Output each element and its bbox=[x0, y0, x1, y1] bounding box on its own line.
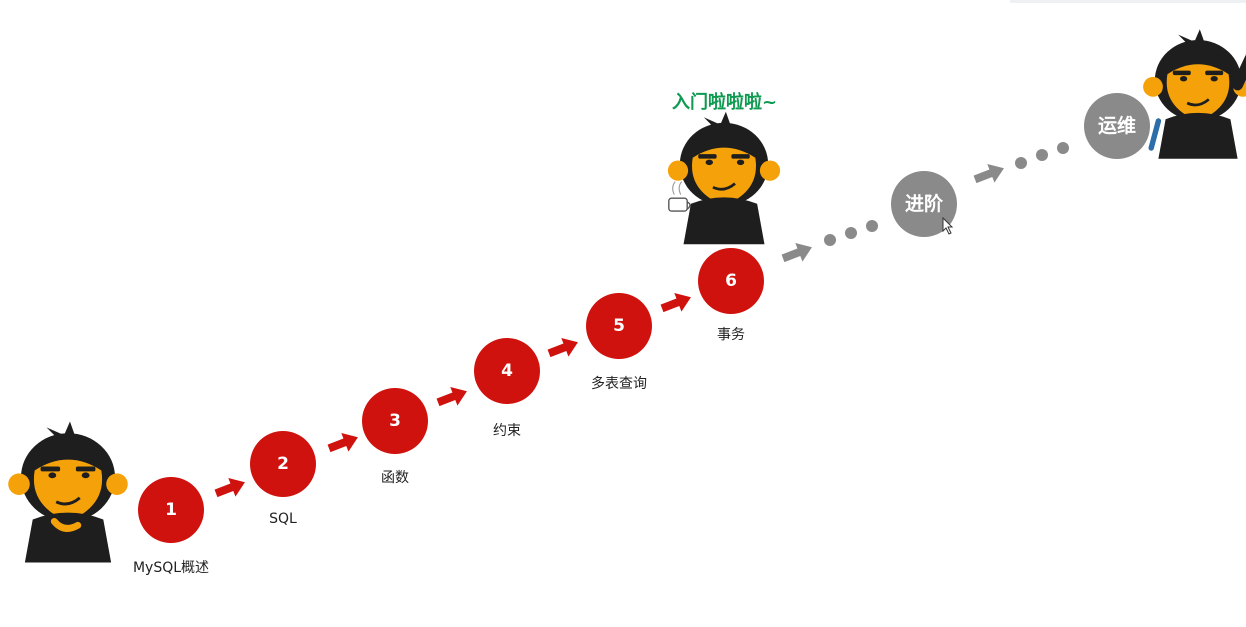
step-arrow bbox=[436, 386, 467, 407]
step-number: 3 bbox=[389, 411, 401, 431]
path-dot bbox=[1036, 149, 1048, 161]
step-label-4: 约束 bbox=[493, 423, 521, 439]
dots-to-ops bbox=[1015, 142, 1069, 169]
arrow-to-advanced bbox=[781, 242, 812, 263]
step-number: 2 bbox=[277, 454, 289, 474]
step-circle bbox=[138, 477, 204, 543]
step-node-3: 3 bbox=[362, 388, 428, 454]
advanced-node: 进阶 bbox=[891, 171, 957, 237]
step-circle bbox=[250, 431, 316, 497]
monkey-mascot-coffee-icon bbox=[666, 110, 782, 246]
monkey-mascot-thinking-icon bbox=[6, 419, 130, 565]
path-dot bbox=[845, 227, 857, 239]
path-dot bbox=[824, 234, 836, 246]
step-node-6: 6 bbox=[698, 248, 764, 314]
step-label-3: 函数 bbox=[381, 470, 409, 486]
ops-node: 运维 bbox=[1084, 93, 1150, 159]
step-label-1: MySQL概述 bbox=[132, 560, 210, 576]
step-label-5: 多表查询 bbox=[591, 376, 647, 392]
top-edge-bar bbox=[1010, 0, 1246, 3]
step-number: 4 bbox=[501, 361, 513, 381]
step-arrow bbox=[660, 292, 691, 313]
step-label-6: 事务 bbox=[717, 327, 745, 343]
step-circle bbox=[698, 248, 764, 314]
dots-to-advanced bbox=[824, 220, 878, 246]
path-dot bbox=[866, 220, 878, 232]
path-dot bbox=[1057, 142, 1069, 154]
step-node-2: 2 bbox=[250, 431, 316, 497]
step-node-4: 4 bbox=[474, 338, 540, 404]
step-label-2: SQL bbox=[269, 511, 297, 527]
step-arrow bbox=[214, 477, 245, 498]
step-node-5: 5 bbox=[586, 293, 652, 359]
arrow-to-ops bbox=[973, 163, 1004, 184]
path-dot bbox=[1015, 157, 1027, 169]
step-number: 5 bbox=[613, 316, 625, 336]
ops-node-label: 运维 bbox=[1098, 114, 1136, 137]
tagline: 入门啦啦啦~ bbox=[672, 92, 778, 113]
step-circle bbox=[474, 338, 540, 404]
step-arrow bbox=[547, 337, 578, 358]
step-number: 1 bbox=[165, 500, 177, 520]
step-number: 6 bbox=[725, 271, 737, 291]
advanced-node-label: 进阶 bbox=[905, 192, 944, 215]
step-circle bbox=[586, 293, 652, 359]
monkey-mascot-waving-icon bbox=[1141, 27, 1246, 161]
step-node-1: 1 bbox=[138, 477, 204, 543]
step-arrow bbox=[327, 432, 358, 453]
mouse-cursor-icon bbox=[942, 216, 954, 235]
step-circle bbox=[362, 388, 428, 454]
